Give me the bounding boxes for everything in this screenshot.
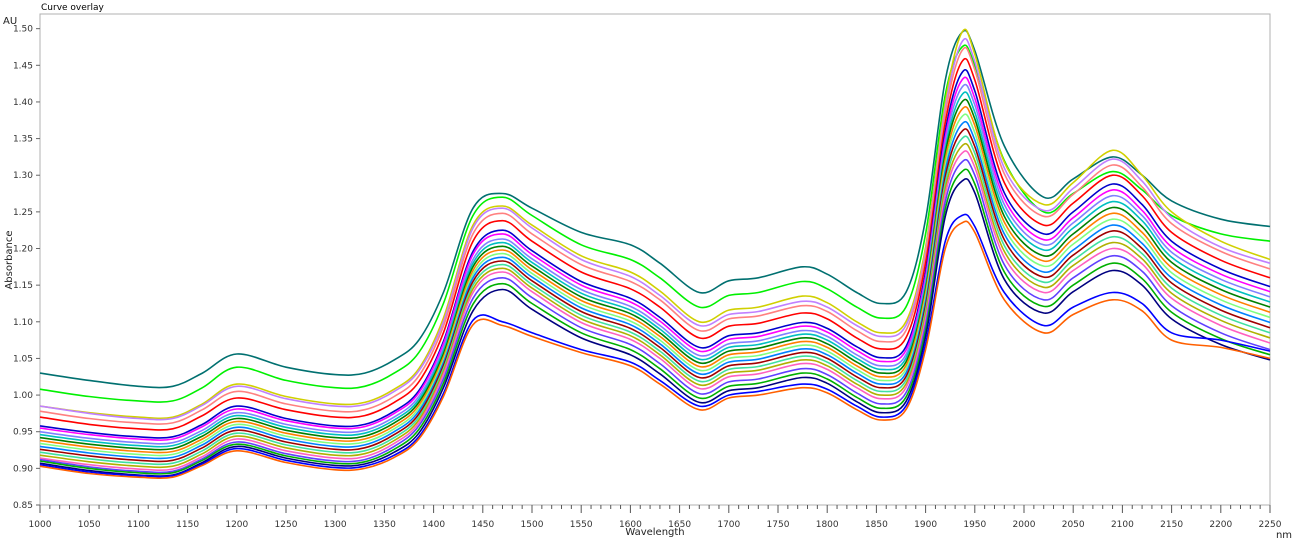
series-line-23 [39, 220, 1271, 479]
y-tick-label: 1.05 [13, 354, 33, 364]
series-line-17 [39, 142, 1271, 469]
tick-labels: 1000 1050 1100 1150 1200 1250 1300 1350 1400 1450… [13, 25, 1282, 530]
x-unit-label: nm [1276, 530, 1292, 541]
x-tick-label: 2100 [1111, 520, 1134, 530]
x-tick-label: 1150 [176, 520, 199, 530]
x-tick-label: 1750 [767, 520, 790, 530]
y-axis-label: Absorbance [4, 230, 15, 289]
y-tick-label: 1.10 [13, 318, 33, 328]
series-line-2 [39, 44, 1271, 403]
series-line-3 [39, 28, 1271, 420]
x-axis-label: Wavelength [625, 527, 684, 538]
x-tick-label: 1450 [471, 520, 494, 530]
series-line-5 [39, 46, 1271, 425]
y-tick-label: 0.85 [13, 501, 33, 511]
x-tick-label: 2000 [1013, 520, 1036, 530]
chart-title: Curve overlay [41, 3, 104, 13]
x-tick-label: 1550 [570, 520, 593, 530]
series-line-21 [39, 177, 1271, 477]
x-tick-label: 1600 [619, 520, 642, 530]
x-tick-label: 1650 [668, 520, 691, 530]
x-tick-label: 1350 [373, 520, 396, 530]
series-line-11 [39, 98, 1271, 451]
x-tick-label: 1850 [865, 520, 888, 530]
x-tick-label: 1500 [521, 520, 544, 530]
series-group [39, 28, 1271, 479]
x-tick-label: 1050 [78, 520, 101, 530]
x-tick-label: 1400 [422, 520, 445, 530]
series-line-4 [39, 37, 1271, 421]
series-line-22 [39, 213, 1271, 478]
y-tick-label: 1.25 [13, 208, 33, 218]
series-line-10 [39, 91, 1271, 448]
x-tick-label: 1700 [717, 520, 740, 530]
y-tick-label: 1.50 [13, 25, 33, 35]
x-tick-label: 1100 [127, 520, 150, 530]
series-line-12 [39, 106, 1271, 454]
y-tick-label: 1.35 [13, 135, 33, 145]
series-line-6 [39, 57, 1271, 431]
series-line-9 [39, 83, 1271, 445]
y-tick-label: 1.15 [13, 281, 33, 291]
series-line-20 [39, 168, 1271, 475]
y-unit-label: AU [3, 16, 17, 27]
series-line-15 [39, 128, 1271, 463]
y-tick-label: 1.45 [13, 61, 33, 71]
x-tick-label: 2200 [1209, 520, 1232, 530]
x-tick-label: 1250 [275, 520, 298, 530]
x-tick-label: 1200 [225, 520, 248, 530]
series-line-14 [39, 120, 1271, 460]
series-line-18 [39, 150, 1271, 472]
y-tick-label: 1.00 [13, 391, 33, 401]
y-tick-label: 0.90 [13, 464, 33, 474]
x-tick-label: 2150 [1160, 520, 1183, 530]
y-tick-label: 1.40 [13, 98, 33, 108]
x-tick-label: 1950 [963, 520, 986, 530]
x-tick-label: 1800 [816, 520, 839, 530]
x-tick-label: 2050 [1062, 520, 1085, 530]
x-tick-label: 2250 [1259, 520, 1282, 530]
series-line-13 [39, 113, 1271, 457]
y-tick-label: 1.30 [13, 171, 33, 181]
series-line-19 [39, 158, 1271, 474]
series-line-16 [39, 135, 1271, 466]
x-tick-label: 1000 [29, 520, 52, 530]
y-tick-label: 0.95 [13, 428, 33, 438]
series-line-7 [39, 69, 1271, 439]
series-line-8 [39, 76, 1271, 441]
y-tick-label: 1.20 [13, 245, 33, 255]
series-line-1 [39, 29, 1271, 389]
x-tick-label: 1900 [914, 520, 937, 530]
x-tick-label: 1300 [324, 520, 347, 530]
